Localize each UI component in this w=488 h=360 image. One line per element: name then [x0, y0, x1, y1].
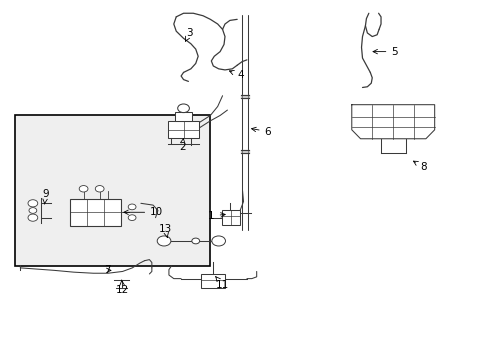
Circle shape: [128, 215, 136, 221]
Bar: [70, 199, 121, 226]
Bar: [15, 116, 210, 266]
Circle shape: [128, 204, 136, 210]
Circle shape: [157, 236, 170, 246]
Bar: [221, 210, 240, 225]
Text: 3: 3: [185, 28, 193, 41]
Bar: [174, 112, 192, 121]
Circle shape: [211, 236, 225, 246]
Circle shape: [191, 238, 199, 244]
Text: 2: 2: [179, 139, 185, 152]
Circle shape: [29, 208, 37, 213]
Text: 10: 10: [123, 207, 163, 217]
Text: 6: 6: [251, 127, 271, 136]
Text: 7: 7: [103, 265, 111, 275]
Text: 13: 13: [159, 225, 172, 238]
Bar: [200, 274, 224, 288]
Text: 5: 5: [372, 46, 397, 57]
Text: 8: 8: [413, 161, 427, 172]
Text: 9: 9: [42, 189, 49, 204]
Circle shape: [95, 185, 104, 192]
Text: 4: 4: [229, 70, 244, 80]
Circle shape: [177, 104, 189, 113]
Bar: [167, 121, 199, 138]
Text: 12: 12: [116, 280, 129, 296]
Circle shape: [79, 185, 88, 192]
Text: 1: 1: [207, 211, 225, 221]
Text: 11: 11: [215, 277, 229, 290]
Circle shape: [28, 200, 38, 207]
Circle shape: [28, 214, 38, 221]
